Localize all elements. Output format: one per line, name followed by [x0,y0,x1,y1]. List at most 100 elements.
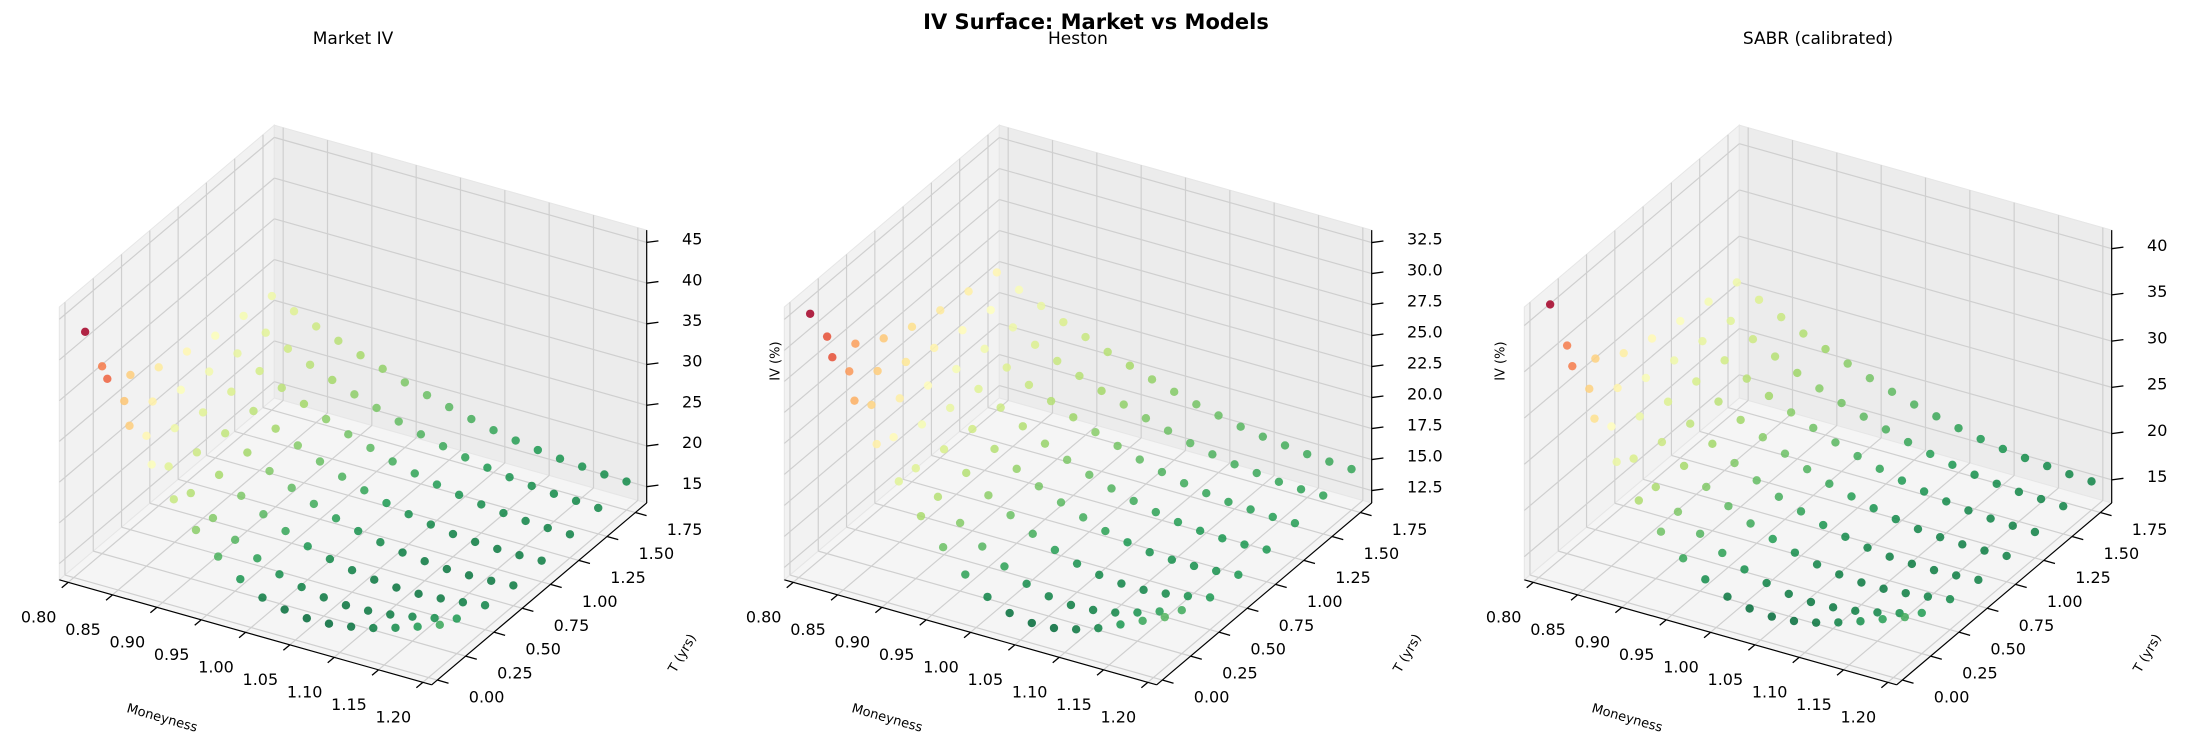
data-point [211,331,220,340]
data-point [438,442,448,451]
data-point [1302,449,1312,459]
data-point [1258,432,1268,441]
tick-z [2111,431,2124,435]
data-point [1857,578,1866,587]
tick-y [2100,511,2112,517]
tick-label-z: 35 [2147,282,2167,301]
data-point [936,306,945,315]
data-point [952,364,961,374]
gridline-z [58,259,275,442]
data-point [1887,387,1897,397]
tick-label-x: 1.00 [198,658,234,677]
data-point [370,575,379,584]
data-point [2002,551,2011,561]
data-point [430,613,439,623]
data-point [1005,608,1014,618]
data-point [1780,449,1790,458]
tick-label-z: 25.0 [1407,323,1443,342]
data-point [265,466,274,476]
gridline-x [1103,487,1319,671]
x-axis-line [1524,579,1897,686]
tick-label-x: 1.00 [923,658,959,677]
data-point [1059,317,1068,327]
data-point [1752,476,1761,485]
data-point [1169,387,1179,397]
data-point [392,583,401,592]
gridline-x [837,412,1053,596]
data-point [996,403,1005,412]
data-point [394,417,403,426]
y-axis-line [1156,502,1373,686]
tick-y [606,535,619,541]
tick-x [1659,619,1667,626]
data-point [1230,460,1239,469]
gridline-z [1523,374,1740,558]
data-point [1161,589,1170,598]
data-point [2030,527,2040,537]
x-axis-label: Moneyness [125,701,199,736]
data-point [309,499,319,509]
gridline-x [1665,437,1882,621]
data-point [1234,570,1243,579]
data-point [911,464,920,473]
data-point [192,448,202,457]
data-point [249,406,258,416]
tick-label-z: 25 [682,392,702,411]
data-point [164,462,173,471]
gridline-z [999,260,1372,368]
data-point [436,594,445,603]
data-point [1568,361,1577,371]
tick-label-z: 20.0 [1407,385,1443,404]
data-point [1002,363,1011,372]
data-point [555,454,565,463]
gridline-z [274,177,647,284]
data-point [974,384,983,394]
data-point [1678,554,1688,563]
data-point [1809,423,1818,433]
data-point [337,472,347,481]
data-point [1958,540,1967,549]
data-point [2036,494,2046,504]
data-point [1815,384,1824,393]
data-point [1071,625,1081,634]
data-point [1786,408,1796,417]
gridline-x [1532,400,1749,583]
tick-y [437,679,449,684]
gridline-z [783,137,1000,320]
data-point [1139,585,1148,595]
data-point [356,351,365,360]
tick-label-z: 32.5 [1407,230,1443,249]
data-point [416,430,426,439]
data-point [1635,412,1644,421]
gridline-x [378,487,594,671]
data-point [1926,449,1935,459]
tick-label-x: 0.90 [835,633,871,652]
tick-x [963,631,971,639]
data-point [331,514,341,523]
data-point [2008,521,2017,530]
gridline-z [783,261,1000,444]
gridline-z [58,299,275,483]
data-point [448,529,458,539]
data-point [850,396,859,405]
data-point [1117,579,1126,588]
data-point [454,490,464,500]
data-point [213,552,223,561]
data-point [483,463,492,472]
data-point [1268,512,1277,522]
data-point [1828,603,1838,612]
data-point [103,374,112,383]
data-point [400,378,410,387]
data-point [1954,423,1963,433]
tick-y [1218,631,1231,636]
tick-label-y: 1.50 [2104,544,2140,563]
data-point [341,601,351,610]
tick-x [1747,644,1756,651]
data-point [1006,510,1015,520]
data-point [253,554,262,563]
tick-label-y: 1.00 [1307,592,1343,611]
tick-y [1331,535,1344,541]
data-point [259,510,268,519]
data-point [328,375,337,385]
